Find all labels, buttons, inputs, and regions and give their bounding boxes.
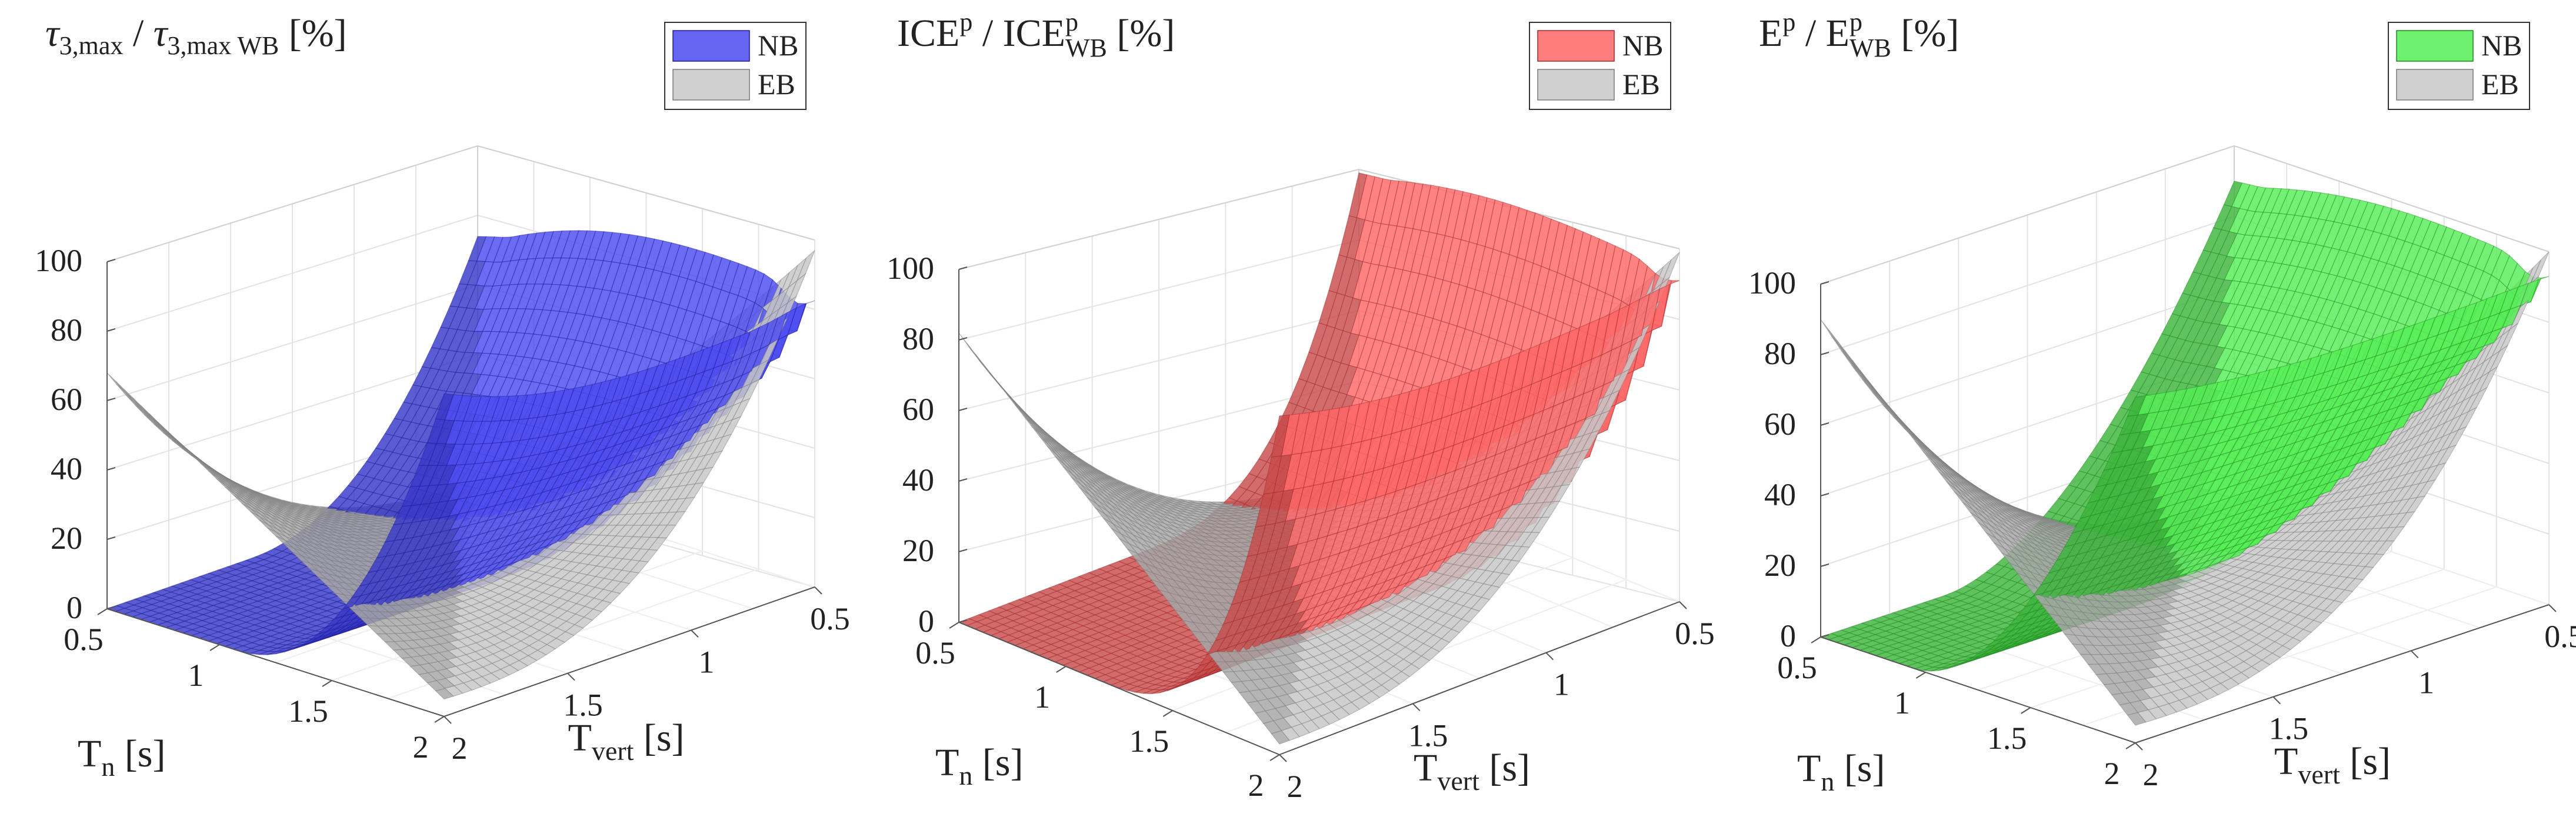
z-tick-mark <box>107 329 115 331</box>
legend-label-nb: NB <box>758 29 798 62</box>
x-tick-mark <box>322 681 332 686</box>
x-tick-label: 1.5 <box>288 693 328 729</box>
x-axis-label: Tn [s] <box>78 732 165 782</box>
chart-title: τ3,max / τ3,max WB [%] <box>45 12 347 60</box>
x-tick-mark <box>210 645 219 651</box>
legend-label-eb: EB <box>758 68 795 101</box>
z-tick-mark <box>107 468 115 470</box>
wall-top-edge <box>107 146 815 262</box>
z-tick-mark <box>107 259 115 262</box>
z-tick-mark <box>107 398 115 401</box>
z-tick-label: 40 <box>51 451 82 486</box>
legend-swatch-eb <box>673 69 749 100</box>
surfaces <box>959 173 1679 744</box>
legend-swatch-nb <box>673 31 749 61</box>
y-tick-mark <box>815 587 822 594</box>
y-tick-label: 1 <box>699 644 715 679</box>
nb-and-eb-mesh <box>107 231 815 699</box>
z-tick-label: 0 <box>66 590 82 625</box>
z-axis: 0 20 40 60 80 100 <box>35 243 115 625</box>
y-axis-label: Tvert [s] <box>568 716 685 766</box>
surfaces <box>107 231 815 699</box>
z-tick-label: 20 <box>51 521 82 556</box>
grid-line-z <box>107 146 815 262</box>
x-tick-label: 2 <box>413 729 429 765</box>
y-tick-label: 0.5 <box>810 601 850 636</box>
y-tick-mark <box>691 630 698 637</box>
x-tick-label: 0.5 <box>64 622 104 657</box>
y-tick-label: 2 <box>452 731 468 766</box>
z-tick-label: 60 <box>51 382 82 417</box>
nb-and-eb-mesh <box>959 173 1679 744</box>
z-tick-label: 80 <box>51 312 82 348</box>
x-tick-mark <box>435 716 444 722</box>
legend: NB EB <box>665 22 806 109</box>
z-tick-mark <box>107 537 115 539</box>
z-tick-label: 100 <box>35 243 82 278</box>
x-tick-mark <box>98 609 107 615</box>
x-tick-label: 1 <box>188 658 204 693</box>
y-tick-mark <box>444 716 451 723</box>
y-tick-mark <box>568 673 575 681</box>
